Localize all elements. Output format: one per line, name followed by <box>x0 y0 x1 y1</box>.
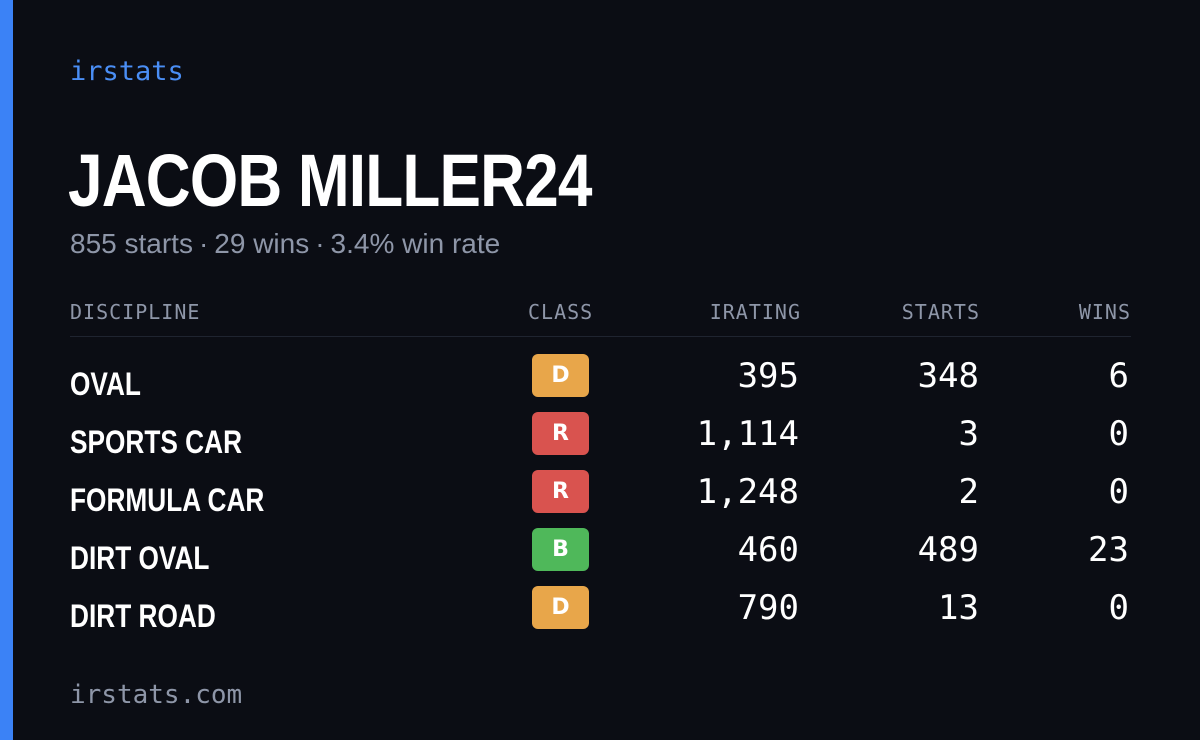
summary-win-rate: 3.4% win rate <box>330 228 501 259</box>
driver-summary: 855 starts · 29 wins · 3.4% win rate <box>70 228 500 260</box>
summary-separator: · <box>198 228 209 259</box>
discipline-table: DISCIPLINE CLASS IRATING STARTS WINS OVA… <box>70 296 1131 644</box>
table-row: OVAL D 395 348 6 <box>70 354 1131 412</box>
footer-url: irstats.com <box>70 680 243 710</box>
class-badge: D <box>532 586 589 629</box>
discipline-name: FORMULA CAR <box>70 482 265 518</box>
starts-value: 3 <box>958 414 979 454</box>
table-header-row: DISCIPLINE CLASS IRATING STARTS WINS <box>70 296 1131 337</box>
table-row: DIRT OVAL B 460 489 23 <box>70 528 1131 586</box>
wins-value: 0 <box>1108 414 1129 454</box>
summary-starts: 855 starts <box>70 228 193 259</box>
table-row: FORMULA CAR R 1,248 2 0 <box>70 470 1131 528</box>
wins-value: 0 <box>1108 472 1129 512</box>
driver-name: JACOB MILLER24 <box>68 139 592 222</box>
wins-value: 23 <box>1088 530 1129 570</box>
header-wins: WINS <box>1078 300 1131 324</box>
discipline-name: DIRT OVAL <box>70 540 210 576</box>
header-class: CLASS <box>528 300 594 324</box>
irating-value: 790 <box>737 588 799 628</box>
summary-separator: · <box>315 228 325 259</box>
header-starts: STARTS <box>901 300 980 324</box>
starts-value: 489 <box>917 530 979 570</box>
class-badge: B <box>532 528 589 571</box>
discipline-name: DIRT ROAD <box>70 598 216 634</box>
wins-value: 6 <box>1108 356 1129 396</box>
class-badge: R <box>532 470 589 513</box>
summary-wins: 29 wins <box>214 228 310 259</box>
header-irating: IRATING <box>709 300 801 324</box>
table-row: SPORTS CAR R 1,114 3 0 <box>70 412 1131 470</box>
starts-value: 348 <box>917 356 979 396</box>
table-body: OVAL D 395 348 6 SPORTS CAR R 1,114 3 0 … <box>70 354 1131 644</box>
irating-value: 1,114 <box>696 414 799 454</box>
discipline-name: OVAL <box>70 366 141 402</box>
irating-value: 395 <box>737 356 799 396</box>
irating-value: 1,248 <box>696 472 799 512</box>
wins-value: 0 <box>1108 588 1129 628</box>
starts-value: 13 <box>938 588 979 628</box>
brand-logo-text: irstats <box>70 56 184 87</box>
irating-value: 460 <box>737 530 799 570</box>
discipline-name: SPORTS CAR <box>70 424 243 460</box>
class-badge: R <box>532 412 589 455</box>
class-badge: D <box>532 354 589 397</box>
accent-bar <box>0 0 13 740</box>
header-discipline: DISCIPLINE <box>70 300 201 324</box>
table-row: DIRT ROAD D 790 13 0 <box>70 586 1131 644</box>
starts-value: 2 <box>958 472 979 512</box>
